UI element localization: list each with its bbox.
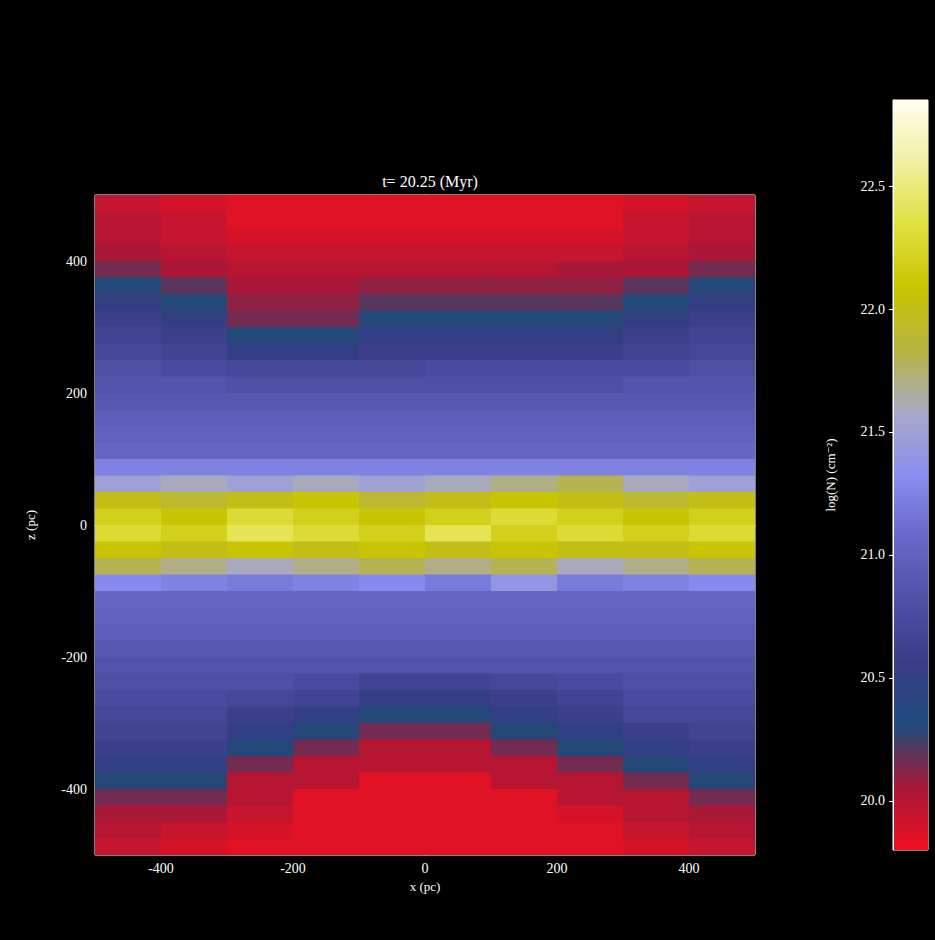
svg-text:0: 0 — [422, 861, 429, 876]
svg-text:-400: -400 — [148, 861, 174, 876]
svg-text:z (pc): z (pc) — [23, 510, 38, 540]
svg-text:t= 20.25 (Myr): t= 20.25 (Myr) — [382, 173, 478, 191]
svg-text:21.5: 21.5 — [861, 424, 886, 439]
svg-text:20.0: 20.0 — [861, 793, 886, 808]
svg-text:-200: -200 — [61, 650, 87, 665]
svg-text:22.0: 22.0 — [861, 302, 886, 317]
svg-text:20.5: 20.5 — [861, 670, 886, 685]
svg-text:200: 200 — [66, 386, 87, 401]
svg-text:400: 400 — [66, 254, 87, 269]
svg-text:200: 200 — [547, 861, 568, 876]
svg-text:log(N) (cm⁻²): log(N) (cm⁻²) — [823, 438, 838, 511]
svg-text:-400: -400 — [61, 782, 87, 797]
svg-text:21.0: 21.0 — [861, 547, 886, 562]
svg-text:x (pc): x (pc) — [410, 879, 441, 894]
svg-text:0: 0 — [80, 518, 87, 533]
svg-text:-200: -200 — [280, 861, 306, 876]
svg-text:22.5: 22.5 — [861, 179, 886, 194]
svg-text:400: 400 — [679, 861, 700, 876]
